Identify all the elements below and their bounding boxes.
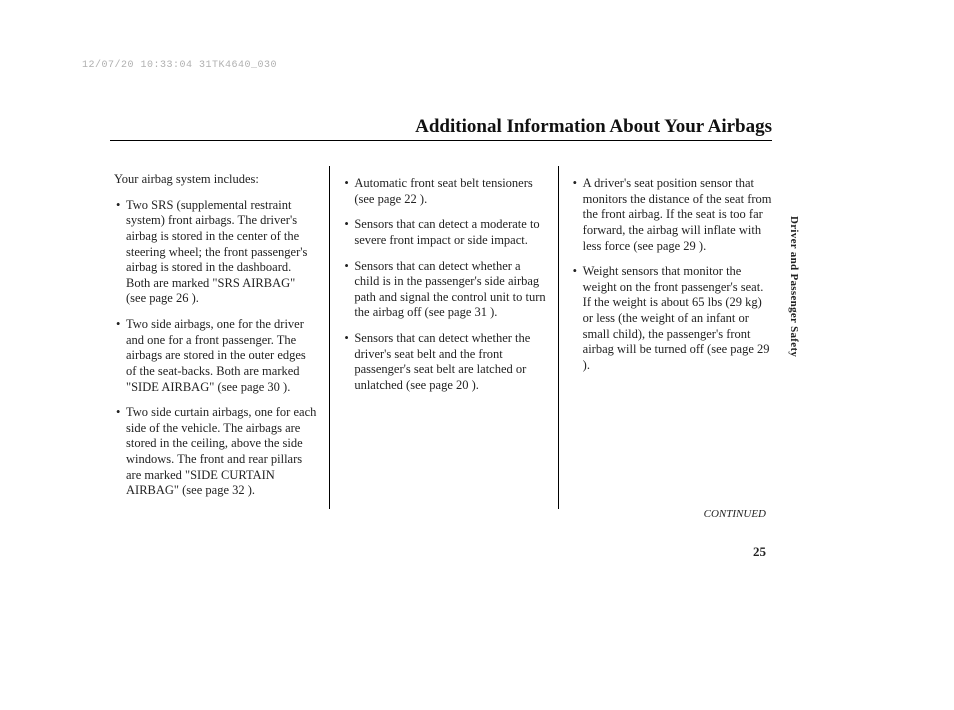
manual-page: 12/07/20 10:33:04 31TK4640_030 Additiona… xyxy=(0,0,954,710)
column-3: A driver's seat position sensor that mon… xyxy=(558,166,774,509)
body-columns: Your airbag system includes: Two SRS (su… xyxy=(114,166,774,509)
list-item: Automatic front seat belt tensioners (se… xyxy=(342,176,545,207)
list-item: Sensors that can detect whether a child … xyxy=(342,259,545,322)
list-item: Sensors that can detect whether the driv… xyxy=(342,331,545,394)
list-item: A driver's seat position sensor that mon… xyxy=(571,176,774,254)
section-side-label: Driver and Passenger Safety xyxy=(788,216,800,357)
list-item: Two SRS (supplemental restraint system) … xyxy=(114,198,317,307)
list-item: Weight sensors that monitor the weight o… xyxy=(571,264,774,373)
list-item: Two side curtain airbags, one for each s… xyxy=(114,405,317,499)
list-item: Sensors that can detect a moderate to se… xyxy=(342,217,545,248)
bullet-list-3: A driver's seat position sensor that mon… xyxy=(571,176,774,374)
intro-text: Your airbag system includes: xyxy=(114,172,317,188)
print-timestamp: 12/07/20 10:33:04 31TK4640_030 xyxy=(82,60,277,71)
title-rule xyxy=(110,140,772,141)
page-title: Additional Information About Your Airbag… xyxy=(82,116,772,138)
bullet-list-1: Two SRS (supplemental restraint system) … xyxy=(114,198,317,499)
page-number: 25 xyxy=(753,544,766,560)
column-1: Your airbag system includes: Two SRS (su… xyxy=(114,166,317,509)
continued-label: CONTINUED xyxy=(704,508,766,520)
bullet-list-2: Automatic front seat belt tensioners (se… xyxy=(342,176,545,394)
column-2: Automatic front seat belt tensioners (se… xyxy=(329,166,545,509)
list-item: Two side airbags, one for the driver and… xyxy=(114,317,317,395)
